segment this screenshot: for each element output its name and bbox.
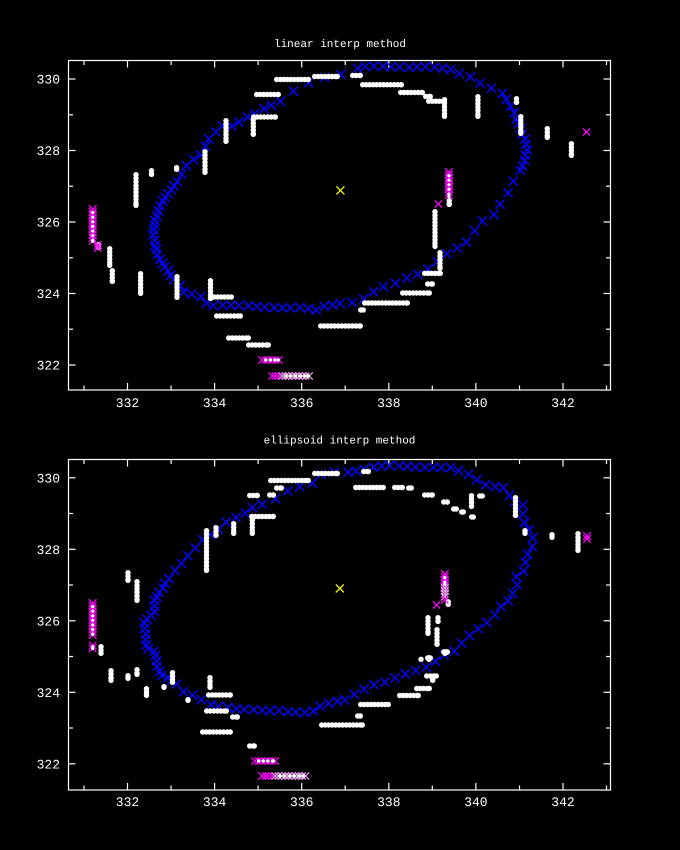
svg-text:332: 332 (116, 795, 139, 810)
svg-text:ellipsoid interp method: ellipsoid interp method (264, 436, 416, 448)
svg-text:338: 338 (377, 795, 400, 810)
svg-text:334: 334 (203, 795, 227, 810)
svg-text:328: 328 (37, 144, 60, 159)
svg-text:330: 330 (37, 471, 60, 486)
svg-text:326: 326 (37, 614, 60, 629)
svg-text:336: 336 (290, 795, 313, 810)
svg-text:322: 322 (37, 359, 60, 374)
svg-text:340: 340 (464, 795, 487, 810)
svg-text:324: 324 (37, 686, 61, 701)
svg-text:linear interp method: linear interp method (274, 39, 406, 51)
svg-text:334: 334 (203, 396, 227, 411)
svg-text:324: 324 (37, 287, 61, 302)
svg-text:338: 338 (377, 396, 400, 411)
svg-text:322: 322 (37, 757, 60, 772)
svg-text:340: 340 (464, 396, 487, 411)
svg-text:342: 342 (551, 396, 574, 411)
svg-text:330: 330 (37, 73, 60, 88)
svg-text:336: 336 (290, 396, 313, 411)
svg-text:328: 328 (37, 543, 60, 558)
svg-text:342: 342 (551, 795, 574, 810)
svg-text:326: 326 (37, 216, 60, 231)
svg-text:332: 332 (116, 396, 139, 411)
